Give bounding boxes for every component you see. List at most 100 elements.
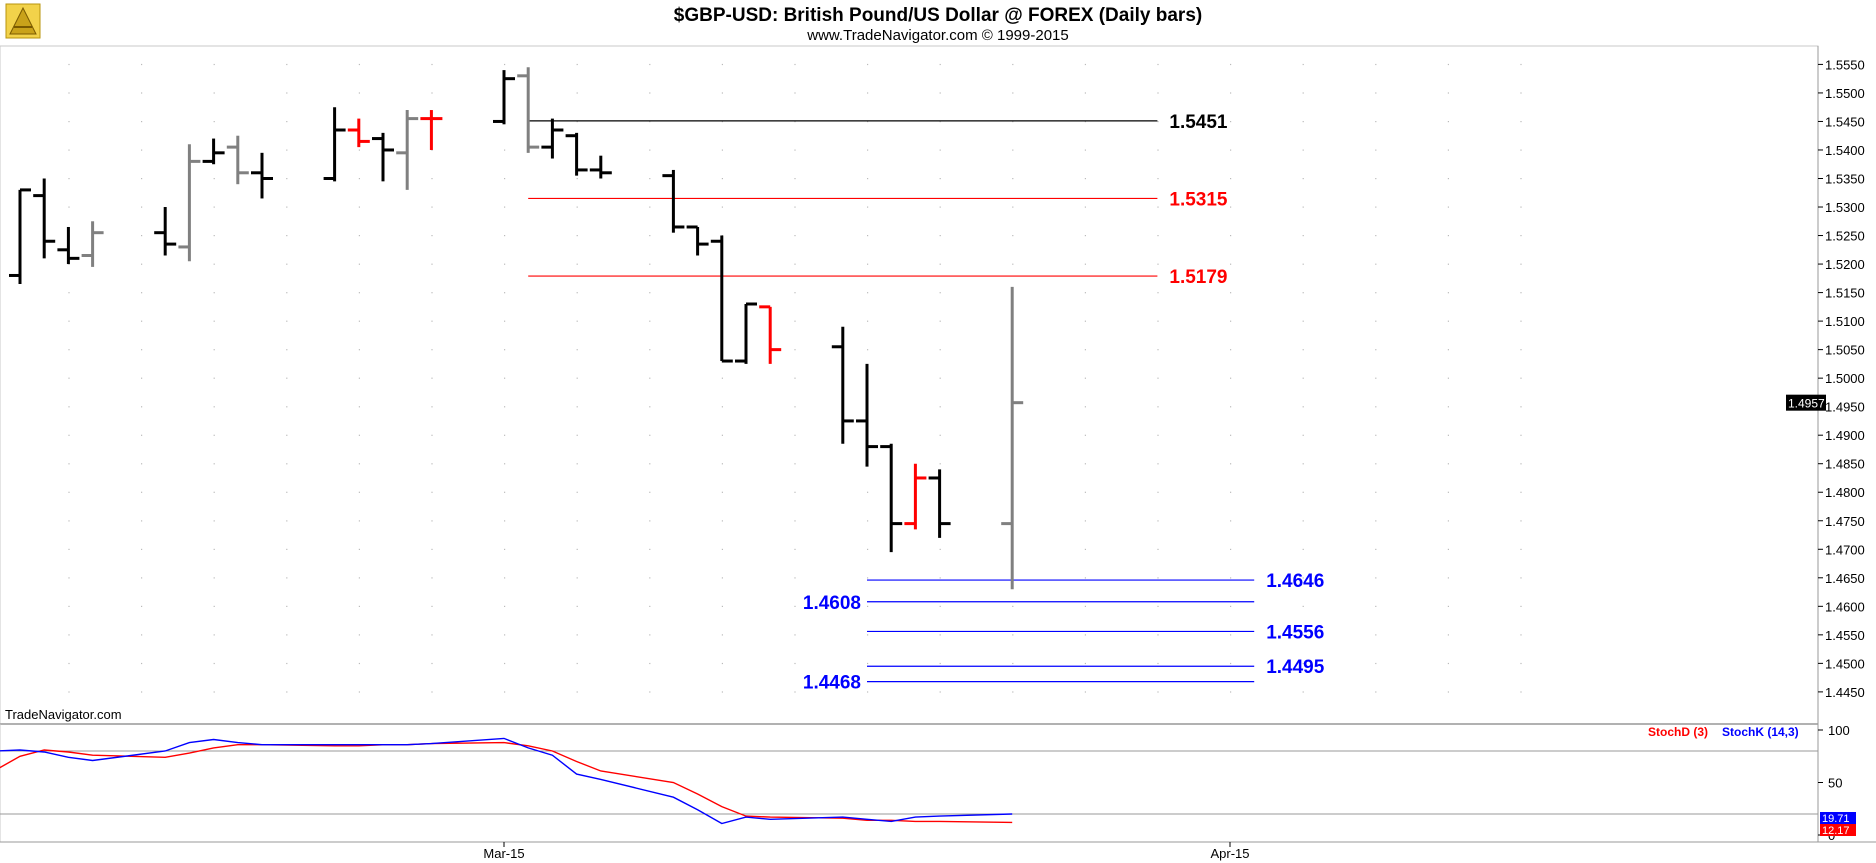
stoch-tick-label: 100 xyxy=(1828,723,1850,738)
grid-dot xyxy=(213,92,215,94)
grid-dot xyxy=(1084,406,1086,408)
grid-dot xyxy=(1084,178,1086,180)
grid-dot xyxy=(431,377,433,379)
grid-dot xyxy=(286,292,288,294)
grid-dot xyxy=(1230,263,1232,265)
grid-dot xyxy=(1302,491,1304,493)
grid-dot xyxy=(1084,121,1086,123)
grid-dot xyxy=(68,206,70,208)
grid-dot xyxy=(939,605,941,607)
grid-dot xyxy=(649,263,651,265)
grid-dot xyxy=(1012,662,1014,665)
grid-dot xyxy=(1084,634,1086,636)
grid-dot xyxy=(1230,548,1232,550)
grid-dot xyxy=(1447,491,1449,493)
ohlc-bar xyxy=(372,132,394,182)
price-axis: 1.5550 1.5500 1.5450 1.5400 1.5350 1.5300 1.52… xyxy=(1786,57,1865,700)
grid-dot xyxy=(504,206,506,208)
grid-dot xyxy=(1157,263,1159,265)
grid-dot xyxy=(358,63,360,66)
level-label: 1.4495 xyxy=(1266,657,1325,678)
y-tick-label: 1.4900 xyxy=(1825,428,1865,443)
grid-dot xyxy=(1375,406,1377,408)
grid-dot xyxy=(939,577,941,579)
level-label: 1.5179 xyxy=(1169,267,1227,288)
grid-dot xyxy=(358,92,360,94)
grid-dot xyxy=(358,548,360,550)
grid-dot xyxy=(1157,92,1159,94)
grid-dot xyxy=(1375,292,1377,294)
grid-dot xyxy=(1447,691,1449,693)
grid-dot xyxy=(1157,292,1159,294)
ohlc-bar xyxy=(1001,286,1024,590)
grid-dot xyxy=(68,548,70,550)
grid-dot xyxy=(576,92,578,94)
grid-dot xyxy=(358,634,360,636)
grid-dot xyxy=(141,235,143,237)
grid-dot xyxy=(286,263,288,265)
grid-dot xyxy=(1520,206,1522,208)
grid-dot xyxy=(213,634,215,636)
grid-dot xyxy=(358,691,360,693)
grid-dot xyxy=(286,605,288,607)
stoch-series-line xyxy=(0,737,1013,825)
grid-dot xyxy=(721,491,723,493)
y-tick-label: 1.4550 xyxy=(1825,628,1865,643)
grid-dot xyxy=(576,206,578,208)
grid-dot xyxy=(504,634,506,636)
stoch-legend-k: StochK (14,3) xyxy=(1722,725,1799,739)
grid-dot xyxy=(1084,491,1086,493)
grid-dot xyxy=(794,377,796,379)
grid-dot xyxy=(1302,605,1304,607)
ohlc-bar xyxy=(589,155,612,179)
grid-dot xyxy=(721,662,723,665)
grid-dot xyxy=(286,178,288,180)
grid-dot xyxy=(939,634,941,636)
y-tick-label: 1.4450 xyxy=(1825,685,1865,700)
grid-dot xyxy=(1447,634,1449,636)
grid-dot xyxy=(1157,463,1159,465)
grid-dot xyxy=(1447,662,1449,665)
grid-dot xyxy=(1230,377,1232,379)
grid-dot xyxy=(1012,92,1014,94)
ohlc-bar xyxy=(178,144,201,262)
grid-dot xyxy=(1302,178,1304,180)
grid-dot xyxy=(1447,63,1449,66)
grid-dot xyxy=(213,235,215,237)
grid-dot xyxy=(649,235,651,237)
grid-dot xyxy=(358,577,360,579)
grid-dot xyxy=(939,121,941,123)
grid-dot xyxy=(1375,320,1377,322)
grid-dot xyxy=(141,605,143,607)
stoch-tick-label: 50 xyxy=(1828,776,1842,791)
y-tick-label: 1.4700 xyxy=(1825,542,1865,557)
y-tick-label: 1.5200 xyxy=(1825,257,1865,272)
grid-dot xyxy=(794,434,796,436)
grid-dot xyxy=(141,206,143,208)
grid-dot xyxy=(1375,63,1377,66)
y-tick-label: 1.4950 xyxy=(1825,400,1865,415)
grid-dot xyxy=(68,577,70,579)
grid-dot xyxy=(141,491,143,493)
grid-dot xyxy=(1230,320,1232,322)
grid-dot xyxy=(794,63,796,66)
grid-dot xyxy=(141,463,143,465)
grid-dot xyxy=(867,263,869,265)
y-tick-label: 1.4750 xyxy=(1825,514,1865,529)
grid-dot xyxy=(1230,178,1232,180)
grid-dot xyxy=(794,149,796,151)
grid-dot xyxy=(431,63,433,66)
grid-dot xyxy=(1302,63,1304,66)
grid-dot xyxy=(1520,406,1522,408)
grid-dot xyxy=(286,406,288,408)
grid-dot xyxy=(431,178,433,180)
grid-dot xyxy=(867,491,869,493)
grid-dot xyxy=(68,149,70,151)
grid-dot xyxy=(794,263,796,265)
grid-dot xyxy=(141,634,143,636)
grid-dot xyxy=(939,263,941,265)
date-axis: Mar-15 Apr-15 xyxy=(483,842,1250,861)
grid-dot xyxy=(68,491,70,493)
